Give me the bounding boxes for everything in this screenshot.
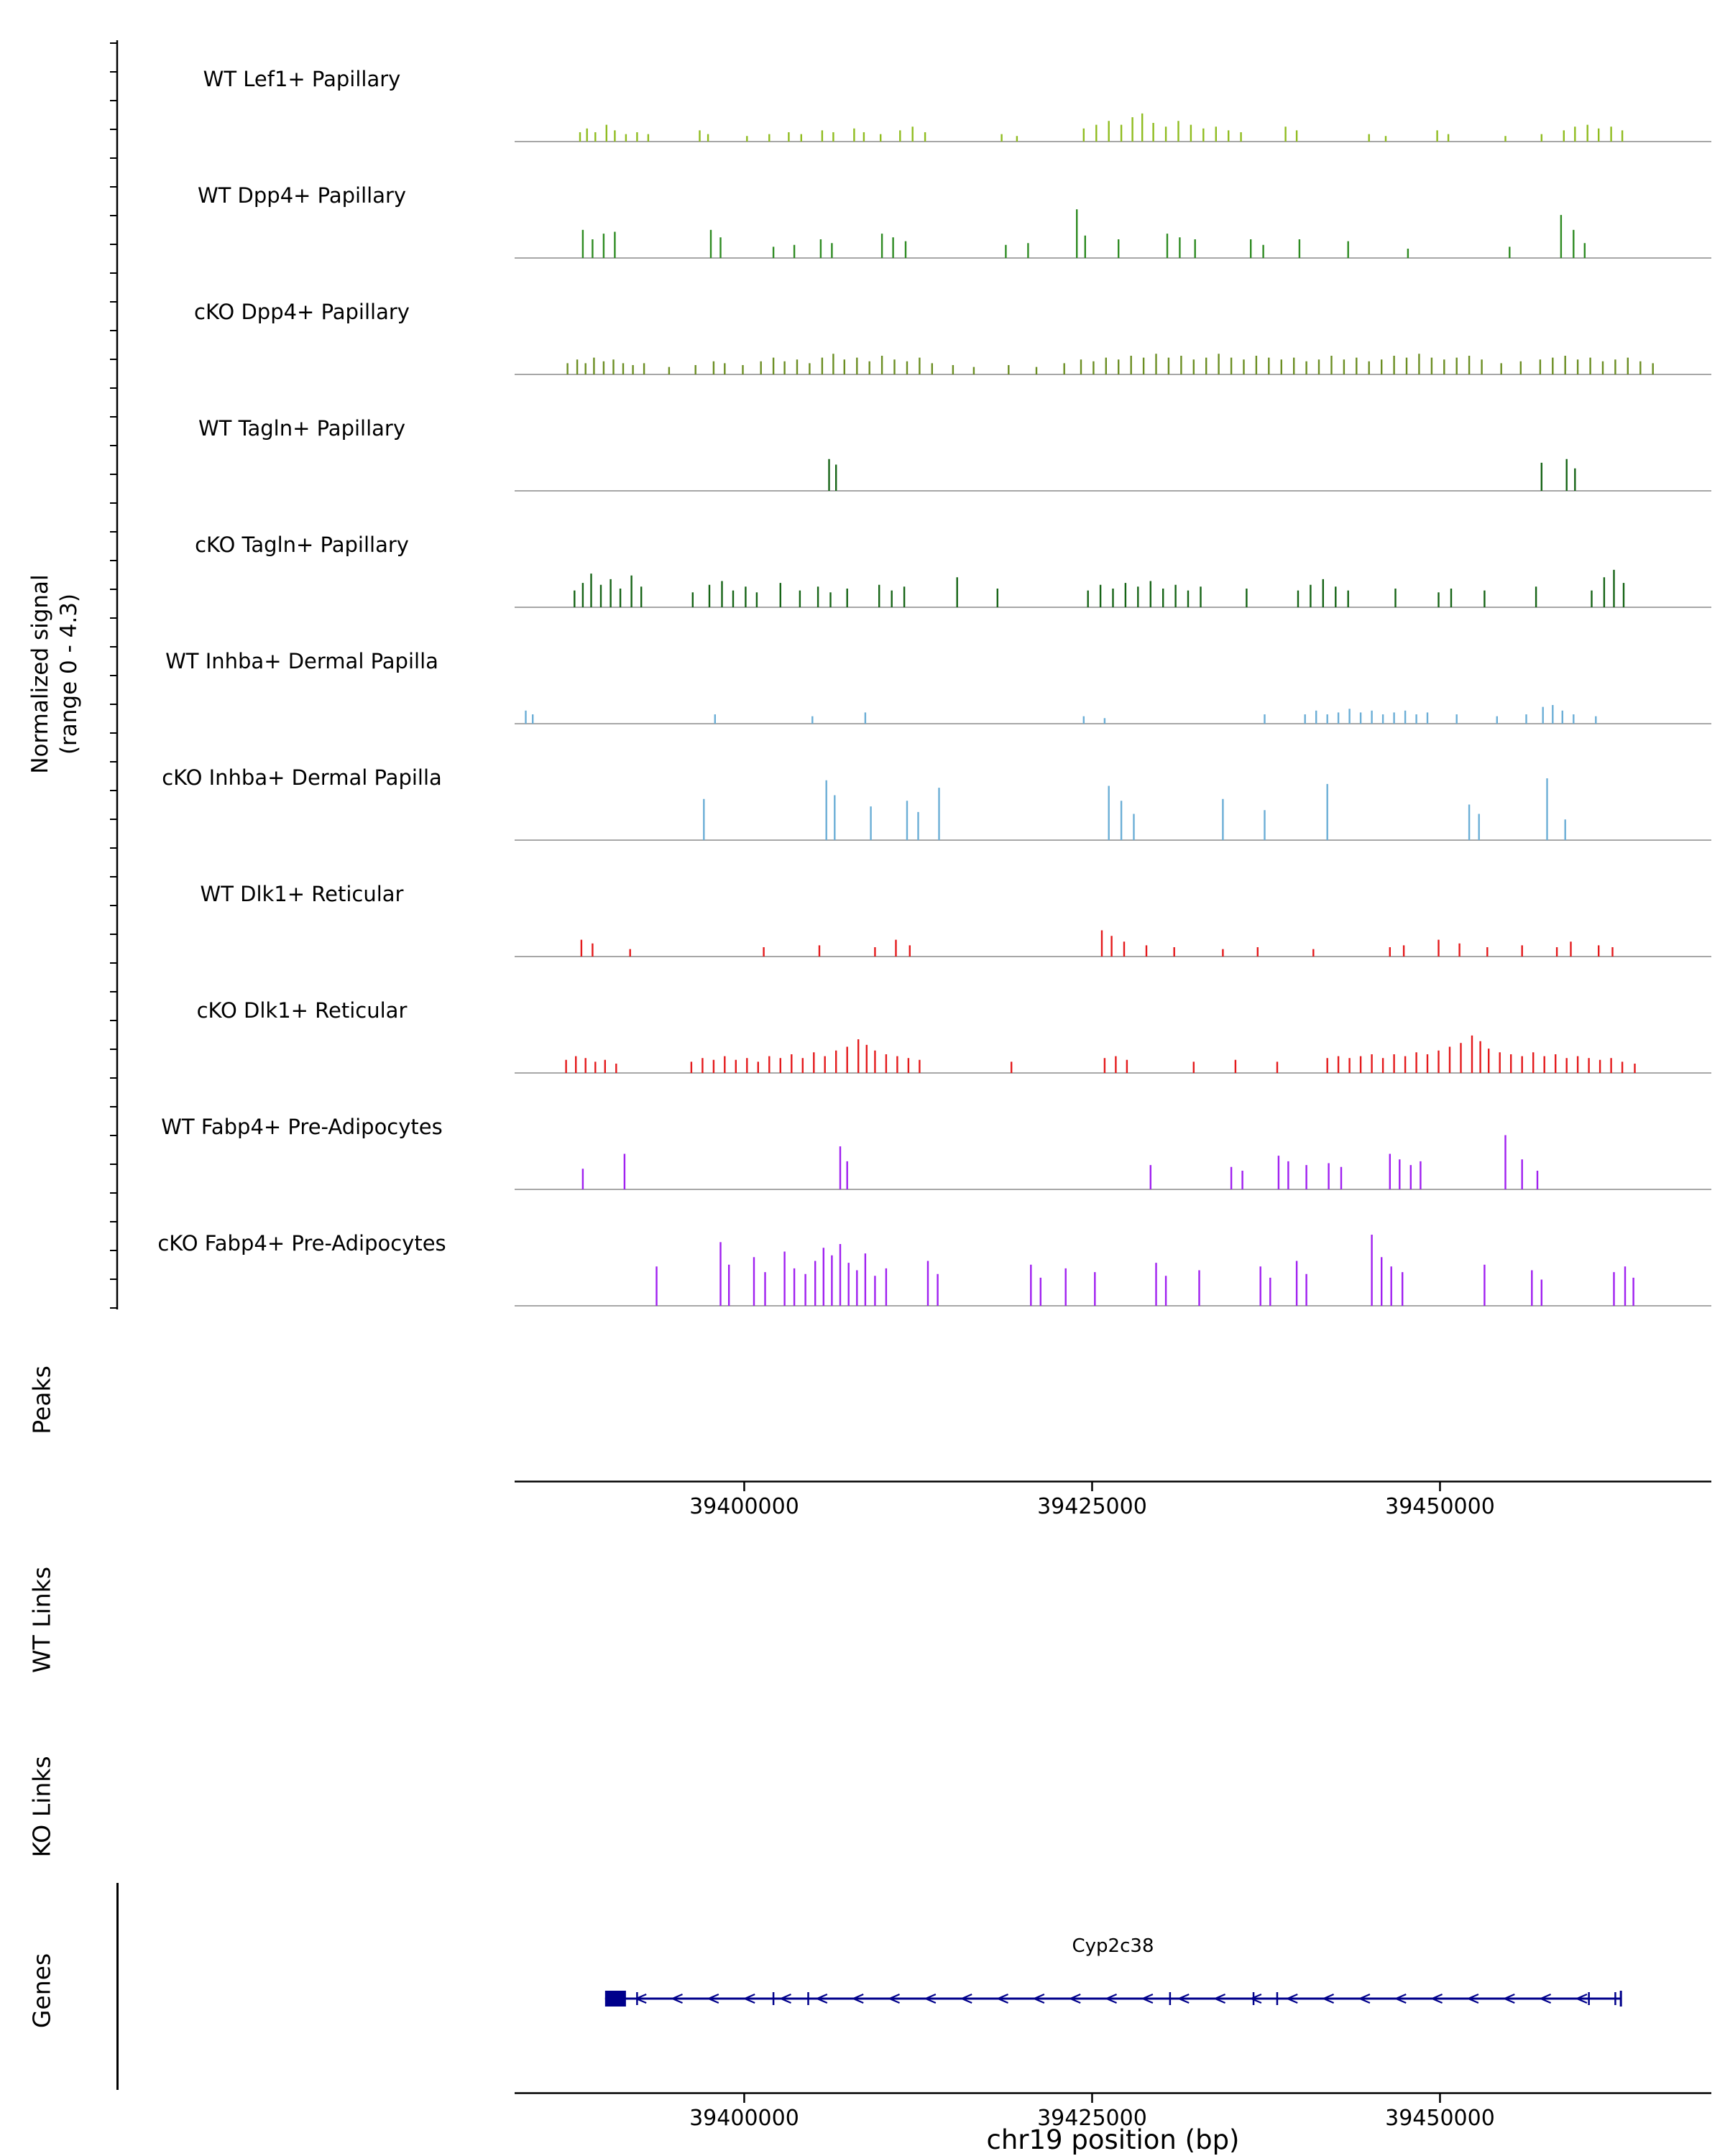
y-axis-ruler [110,40,119,1309]
signal-track [515,1135,1711,1190]
track-label: WT Inhba+ Dermal Papilla [165,649,438,673]
track-label: cKO Tagln+ Papillary [195,533,409,557]
signal-track [515,569,1711,608]
gene-strand-arrow [670,1993,683,2004]
axis-tick-label: 39425000 [1037,1494,1147,1519]
section-label-wt-links: WT Links [27,1566,56,1674]
y-axis-label-line1: Normalized signal [27,574,53,774]
axis-tick-label: 39450000 [1385,1494,1495,1519]
section-label-ko-links: KO Links [27,1756,56,1858]
gene-strand-arrow [887,1993,900,2004]
gene-strand-arrow [634,1993,647,2004]
gene-strand-arrow [1502,1993,1515,2004]
gene-strand-arrow [1141,1993,1154,2004]
gene-strand-arrow [1285,1993,1298,2004]
gene-strand-arrow [1358,1993,1371,2004]
signal-track [515,354,1711,375]
gene-strand-arrow [1321,1993,1335,2004]
signal-track [515,1035,1711,1074]
track-label: cKO Fabp4+ Pre-Adipocytes [157,1231,446,1256]
signal-track [515,459,1711,492]
track-label: WT Tagln+ Papillary [198,416,406,441]
gene-strand-arrow [1104,1993,1117,2004]
gene-strand-arrow [1068,1993,1081,2004]
gene-name-label: Cyp2c38 [1072,1935,1154,1957]
track-label: cKO Inhba+ Dermal Papilla [162,765,442,790]
peaks-axis: 39400000 39425000 39450000 [515,1480,1711,1519]
axis-tick-label: 39425000 [1037,2106,1147,2131]
signal-track [515,930,1711,957]
bottom-axis: 39400000 39425000 39450000 [515,2092,1711,2131]
axis-tick-label: 39400000 [689,2106,799,2131]
gene-strand-arrow [778,1993,791,2004]
gene-strand-arrow [815,1993,828,2004]
section-label-genes: Genes [27,1953,56,2029]
track-label: WT Dpp4+ Papillary [197,183,407,208]
axis-tick-label: 39450000 [1385,2106,1495,2131]
gene-track: Cyp2c38 [604,1935,1622,2007]
signal-track [515,209,1711,259]
gene-strand-arrow [707,1993,719,2004]
track-label: cKO Dlk1+ Reticular [196,998,408,1023]
gene-strand-arrow [1430,1993,1443,2004]
signal-track [515,113,1711,142]
signal-track [515,778,1711,841]
gene-strand-arrow [851,1993,864,2004]
section-label-peaks: Peaks [27,1365,56,1434]
y-axis-label-line2: (range 0 - 4.3) [56,593,82,755]
gene-strand-arrow [1177,1993,1190,2004]
gene-strand-arrow [1575,1993,1588,2004]
signal-track [515,1235,1711,1307]
track-label: WT Lef1+ Papillary [203,67,401,91]
gene-strand-arrow [1466,1993,1479,2004]
axis-tick-label: 39400000 [689,1494,799,1519]
track-label: cKO Dpp4+ Papillary [194,300,410,324]
gene-strand-arrow [1213,1993,1226,2004]
gene-exon-box [604,1991,626,2007]
gene-strand-arrow [995,1993,1008,2004]
x-axis-title: chr19 position (bp) [986,2124,1240,2155]
gene-strand-arrow [742,1993,755,2004]
y-axis-label: Normalized signal (range 0 - 4.3) [26,574,83,773]
gene-strand-arrow [1032,1993,1045,2004]
gene-strand-arrow [960,1993,972,2004]
gene-strand-arrow [1249,1993,1262,2004]
gene-strand-arrow [1538,1993,1552,2004]
track-label: WT Dlk1+ Reticular [200,882,404,906]
genes-section-bracket [116,1883,119,2090]
gene-strand-arrow [924,1993,937,2004]
track-label: WT Fabp4+ Pre-Adipocytes [161,1115,443,1139]
signal-track [515,705,1711,724]
gene-strand-arrow [1394,1993,1407,2004]
